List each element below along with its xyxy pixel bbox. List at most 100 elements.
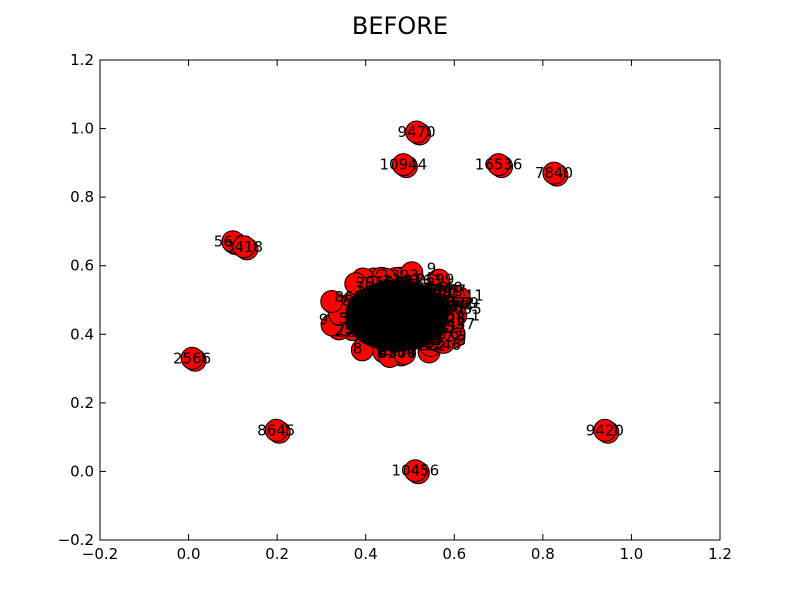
node-label: 8645	[257, 421, 295, 439]
cluster-node-label: 7501	[424, 283, 462, 301]
graph-node: 2566	[173, 346, 211, 372]
cluster-node-label: 2913	[393, 310, 431, 328]
node-label: 3418	[225, 238, 263, 256]
node-label: 10944	[379, 156, 427, 174]
cluster-rim-label: 9	[319, 311, 329, 329]
cluster-node-label: 3290	[345, 320, 383, 338]
cluster-node-label: 9452	[405, 334, 443, 352]
cluster-node-label: 1222	[408, 337, 446, 355]
y-tick-label: 1.0	[70, 120, 94, 138]
cluster-node-label: 4751	[392, 304, 430, 322]
cluster-node-label: 6574	[373, 324, 411, 342]
cluster-node-label: 2055	[444, 300, 482, 318]
cluster-node-label: 8378	[414, 284, 452, 302]
cluster-node-label: 7907	[428, 282, 466, 300]
x-tick-label: 0.6	[442, 545, 466, 563]
cluster-node-label: 3437	[403, 327, 441, 345]
graph-node: 3418	[225, 235, 263, 261]
x-tick-label: 1.0	[619, 545, 643, 563]
cluster-rim-label: 9	[427, 260, 437, 278]
x-tick-label: −0.2	[82, 545, 118, 563]
node-circle	[391, 153, 415, 177]
cluster-node-label: 5437	[437, 315, 475, 333]
graph-node: 10944	[379, 153, 427, 179]
cluster-node-label: 4869	[441, 294, 479, 312]
cluster-node-label: 4771	[394, 295, 432, 313]
cluster-node-label: 8928	[393, 331, 431, 349]
node-label: 9420	[586, 421, 624, 439]
cluster-node-label: 1862	[436, 294, 474, 312]
cluster-node-label: 2950	[356, 273, 394, 291]
cluster-node-label: 2509	[335, 321, 373, 339]
node-circle	[264, 418, 288, 442]
cluster-node-label: 3627	[416, 282, 454, 300]
cluster-node-label: 3332	[382, 309, 420, 327]
cluster-node-label: 2058	[381, 318, 419, 336]
cluster-node-label: 8653	[335, 288, 373, 306]
node-circle	[487, 153, 511, 177]
node-circle	[593, 418, 617, 442]
y-tick-label: 0.2	[70, 394, 94, 412]
cluster-node-label: 2599	[416, 270, 454, 288]
cluster-node-label: 8411	[421, 293, 459, 311]
node-label: 16536	[475, 156, 523, 174]
cluster-node-label: 9354	[427, 307, 465, 325]
cluster-node-label: 3628	[427, 309, 465, 327]
y-tick-label: 1.2	[70, 51, 94, 69]
x-tick-label: 0.0	[177, 545, 201, 563]
cluster-node-label: 7087	[389, 334, 427, 352]
graph-node: 7840	[535, 161, 573, 187]
x-axis: −0.2 0.0 0.2 0.4 0.6 0.8 1.0 1.2	[82, 60, 732, 563]
graph-node: 9470	[398, 120, 436, 146]
y-tick-label: 0.6	[70, 257, 94, 275]
cluster-node-label: 5656	[339, 309, 377, 327]
cluster-node-label: 1746	[423, 336, 461, 354]
graph-node: 10456	[391, 459, 439, 485]
cluster-node-label: 5427	[425, 328, 463, 346]
cluster-node-label: 8477	[427, 322, 465, 340]
cluster-label-mass	[344, 279, 449, 352]
x-tick-label: 0.2	[265, 545, 289, 563]
cluster-node-label: 7948	[355, 279, 393, 297]
node-circle	[232, 235, 256, 259]
cluster-node-label: 6481	[379, 301, 417, 319]
y-tick-label: 0.0	[70, 462, 94, 480]
cluster-node-label: 7525	[405, 329, 443, 347]
cluster-node-label: 8163	[403, 272, 441, 290]
cluster-node-label: 8185	[413, 282, 451, 300]
node-label: 7840	[535, 164, 573, 182]
cluster-node-label: 4979	[379, 344, 417, 362]
cluster-node-label: 1538	[375, 273, 413, 291]
cluster-node-label: 8011	[368, 302, 406, 320]
cluster-node-label: 7340	[404, 286, 442, 304]
cluster-rim-label: 11	[465, 287, 484, 305]
cluster-node	[320, 289, 344, 313]
cluster-rim-label: 1	[471, 307, 481, 325]
cluster-node-label: 4440	[425, 279, 463, 297]
cluster-node-label: 3673	[399, 317, 437, 335]
cluster-node-label: 4060	[361, 330, 399, 348]
cluster-node-label: 7765	[369, 295, 407, 313]
graph-node: 9420	[586, 418, 624, 444]
node-circle	[180, 346, 204, 370]
cluster-node-label: 6776	[421, 325, 459, 343]
cluster-node-label: 3516	[346, 297, 384, 315]
cluster-node-label: 5399	[363, 310, 401, 328]
cluster-node-label: 5300	[378, 344, 416, 362]
cluster-node-label: 7584	[380, 293, 418, 311]
cluster-node-label: 3046	[384, 303, 422, 321]
y-axis: −0.2 0.0 0.2 0.4 0.6 0.8 1.0 1.2	[58, 51, 720, 549]
node-label: 9470	[398, 123, 436, 141]
x-tick-label: 0.4	[354, 545, 378, 563]
cluster-node-label: 2202	[382, 272, 420, 290]
plot-frame	[99, 59, 721, 541]
cluster-node-label: 3217	[359, 299, 397, 317]
cluster-node-label: 7215	[407, 320, 445, 338]
cluster-node-label: 9486	[352, 319, 390, 337]
node-circle	[542, 161, 566, 185]
cluster-node-label: 8124	[392, 308, 430, 326]
cluster-node-label: 1303	[381, 266, 419, 284]
